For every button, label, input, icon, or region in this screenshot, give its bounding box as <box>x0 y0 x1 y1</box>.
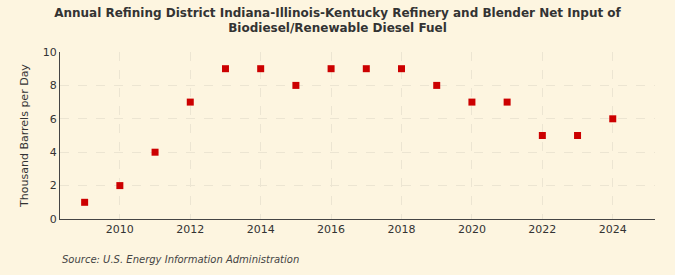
svg-text:2014: 2014 <box>247 223 275 236</box>
svg-text:Thousand Barrels per Day: Thousand Barrels per Day <box>18 64 31 208</box>
svg-text:6: 6 <box>50 113 57 126</box>
svg-text:Source: U.S. Energy Informatio: Source: U.S. Energy Information Administ… <box>62 254 299 265</box>
svg-text:2016: 2016 <box>317 223 345 236</box>
svg-text:2018: 2018 <box>388 223 416 236</box>
svg-text:2012: 2012 <box>176 223 204 236</box>
svg-text:2010: 2010 <box>106 223 134 236</box>
svg-text:2: 2 <box>50 179 57 192</box>
svg-text:8: 8 <box>50 79 57 92</box>
svg-text:0: 0 <box>50 213 57 226</box>
svg-text:2024: 2024 <box>599 223 627 236</box>
svg-text:4: 4 <box>50 146 57 159</box>
svg-text:2020: 2020 <box>458 223 486 236</box>
svg-text:2022: 2022 <box>528 223 556 236</box>
svg-text:Annual Refining District India: Annual Refining District Indiana-Illinoi… <box>54 6 621 36</box>
svg-text:10: 10 <box>43 46 57 59</box>
